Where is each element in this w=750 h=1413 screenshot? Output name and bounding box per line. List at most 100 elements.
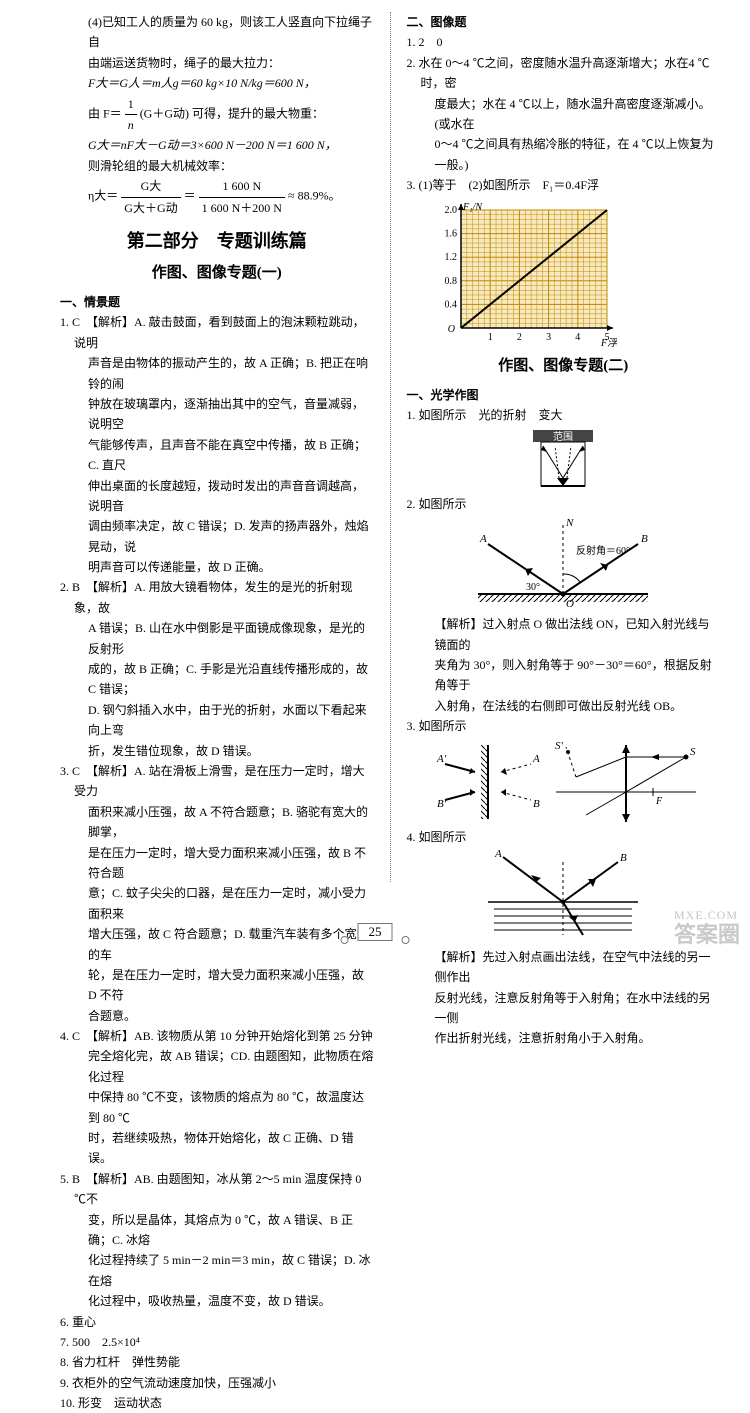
q2-line: 成的，故 B 正确；C. 手影是光沿直线传播形成的，故 C 错误； xyxy=(60,659,374,700)
force-chart: O123450.40.81.21.62.0F浮/NF₁/N xyxy=(427,200,617,350)
q3-line: 合题意。 xyxy=(60,1006,374,1026)
heading-image: 二、图像题 xyxy=(407,12,721,32)
o2: 2. 如图所示 xyxy=(407,494,721,514)
o4-expl: 【解析】先过入射点画出法线，在空气中法线的另一侧作出 xyxy=(407,947,721,988)
q9: 9. 衣柜外的空气流动速度加快，压强减小 xyxy=(60,1373,374,1393)
heading-scenario: 一、情景题 xyxy=(60,292,374,312)
q2-line: A 错误；B. 山在水中倒影是平面镜成像现象，是光的反射形 xyxy=(60,618,374,659)
o2-figure: N A B O 30° 反射角＝60° xyxy=(448,514,678,614)
r3: 3. (1)等于 (2)如图所示 F₁＝0.4F浮 xyxy=(407,175,721,195)
svg-text:O: O xyxy=(566,598,574,610)
svg-text:A: A xyxy=(532,753,540,765)
q10: 10. 形变 运动状态 xyxy=(60,1393,374,1413)
o3: 3. 如图所示 xyxy=(407,716,721,736)
pre-line: (4)已知工人的质量为 60 kg，则该工人竖直向下拉绳子自 xyxy=(60,12,374,53)
pre-line: G大＝nF大－G动＝3×600 N－200 N＝1 600 N， xyxy=(60,135,374,155)
q8: 8. 省力杠杆 弹性势能 xyxy=(60,1352,374,1372)
svg-text:B′: B′ xyxy=(437,798,447,810)
r2: 度最大；水在 4 ℃以上，随水温升高密度逐渐减小。(或水在 xyxy=(407,94,721,135)
pre-eta: η大＝ G大G大＋G动 ＝ 1 600 N1 600 N＋200 N ≈ 88.… xyxy=(60,176,374,218)
q1-line: 钟放在玻璃罩内，逐渐抽出其中的空气，音量减弱，说明空 xyxy=(60,394,374,435)
q3-line: 轮，是在压力一定时，增大受力面积来减小压强，故 D 不符 xyxy=(60,965,374,1006)
o4: 4. 如图所示 xyxy=(407,827,721,847)
q5-line: 变，所以是晶体，其熔点为 0 ℃，故 A 错误、B 正确；C. 冰熔 xyxy=(60,1210,374,1251)
svg-text:3: 3 xyxy=(546,332,551,343)
q1-line: 声音是由物体的振动产生的，故 A 正确；B. 把正在响铃的闹 xyxy=(60,353,374,394)
o3-mirror: A′ B′ A B xyxy=(425,737,545,827)
column-divider xyxy=(390,12,391,882)
svg-text:B: B xyxy=(533,798,540,810)
q6: 6. 重心 xyxy=(60,1312,374,1332)
pre-formula: 由 F＝ 1n (G＋G动) 可得，提升的最大物重： xyxy=(60,94,374,136)
o1-figure: 范围 xyxy=(513,426,613,494)
svg-text:A: A xyxy=(479,533,487,545)
heading-optics: 一、光学作图 xyxy=(407,385,721,405)
q2-lead: 2. B 【解析】A. 用放大镜看物体，发生的是光的折射现象，故 xyxy=(60,577,374,618)
q3-lead: 3. C 【解析】A. 站在滑板上滑雪，是在压力一定时，增大受力 xyxy=(60,761,374,802)
svg-text:B: B xyxy=(641,533,648,545)
svg-text:1.2: 1.2 xyxy=(444,252,457,263)
svg-text:F浮/N: F浮/N xyxy=(600,337,617,349)
r2: 2. 水在 0～4 ℃之间，密度随水温升高逐渐增大；水在4 ℃时，密 xyxy=(407,53,721,94)
svg-text:F₁/N: F₁/N xyxy=(462,202,483,213)
svg-text:N: N xyxy=(565,517,574,529)
q4-line: 时，若继续吸热，物体开始熔化，故 C 正确、D 错误。 xyxy=(60,1128,374,1169)
q1-line: 气能够传声，且声音不能在真空中传播，故 B 正确；C. 直尺 xyxy=(60,435,374,476)
svg-text:2.0: 2.0 xyxy=(444,205,457,216)
o2-expl: 【解析】过入射点 O 做出法线 ON，已知入射光线与镜面的 xyxy=(407,614,721,655)
svg-text:2: 2 xyxy=(516,332,521,343)
svg-text:O: O xyxy=(447,324,454,335)
q7: 7. 500 2.5×10⁴ xyxy=(60,1332,374,1352)
subsection-title-2: 作图、图像专题(二) xyxy=(407,354,721,380)
q5-lead: 5. B 【解析】AB. 由题图知，冰从第 2～5 min 温度保持 0 ℃不 xyxy=(60,1169,374,1210)
svg-text:1: 1 xyxy=(487,332,492,343)
svg-text:反射角＝60°: 反射角＝60° xyxy=(576,545,630,557)
o1: 1. 如图所示 光的折射 变大 xyxy=(407,405,721,425)
o2-expl: 夹角为 30°，则入射角等于 90°－30°＝60°，根据反射角等于 xyxy=(407,655,721,696)
q3-line: 是在压力一定时，增大受力面积来减小压强，故 B 不符合题 xyxy=(60,843,374,884)
pre-line: 则滑轮组的最大机械效率： xyxy=(60,156,374,176)
right-column: 二、图像题 1. 2 0 2. 水在 0～4 ℃之间，密度随水温升高逐渐增大；水… xyxy=(401,12,721,882)
svg-text:B: B xyxy=(620,852,627,864)
svg-text:A: A xyxy=(494,848,502,860)
o4-expl: 反射光线，注意反射角等于入射角；在水中法线的另一侧 xyxy=(407,988,721,1029)
pre-line: F大＝G人＝m人g＝60 kg×10 N/kg＝600 N， xyxy=(60,73,374,93)
r1: 1. 2 0 xyxy=(407,32,721,52)
q1-lead: 1. C 【解析】A. 敲击鼓面，看到鼓面上的泡沫颗粒跳动，说明 xyxy=(60,312,374,353)
section-title: 第二部分 专题训练篇 xyxy=(60,226,374,257)
q4-line: 完全熔化完，故 AB 错误；CD. 由题图知，此物质在熔化过程 xyxy=(60,1046,374,1087)
o4-expl: 作出折射光线，注意折射角小于入射角。 xyxy=(407,1028,721,1048)
q5-line: 化过程持续了 5 min－2 min＝3 min，故 C 错误；D. 冰在熔 xyxy=(60,1250,374,1291)
svg-text:0.4: 0.4 xyxy=(444,299,457,310)
q1-line: 伸出桌面的长度越短，拨动时发出的声音音调越高，说明音 xyxy=(60,476,374,517)
o3-figs: A′ B′ A B F xyxy=(407,737,721,827)
q3-line: 增大压强，故 C 符合题意；D. 载重汽车装有多个宽大的车 xyxy=(60,924,374,965)
svg-text:范围: 范围 xyxy=(553,430,573,443)
q1-line: 调由频率决定，故 C 错误；D. 发声的扬声器外，烛焰晃动，说 xyxy=(60,516,374,557)
svg-text:S′: S′ xyxy=(555,740,564,752)
svg-text:0.8: 0.8 xyxy=(444,275,457,286)
q2-line: 折，发生错位现象，故 D 错误。 xyxy=(60,741,374,761)
pre-line: 由端运送货物时，绳子的最大拉力： xyxy=(60,53,374,73)
subsection-title: 作图、图像专题(一) xyxy=(60,261,374,287)
svg-text:A′: A′ xyxy=(436,753,447,765)
q4-lead: 4. C 【解析】AB. 该物质从第 10 分钟开始熔化到第 25 分钟 xyxy=(60,1026,374,1046)
o3-lens: F S S′ xyxy=(551,737,701,827)
q4-line: 中保持 80 ℃不变，该物质的熔点为 80 ℃，故温度达到 80 ℃ xyxy=(60,1087,374,1128)
svg-text:F: F xyxy=(655,796,663,807)
svg-text:S: S xyxy=(690,746,696,758)
q3-line: 意；C. 蚊子尖尖的口器，是在压力一定时，减小受力面积来 xyxy=(60,883,374,924)
q1-line: 明声音可以传递能量，故 D 正确。 xyxy=(60,557,374,577)
q5-line: 化过程中，吸收热量，温度不变，故 D 错误。 xyxy=(60,1291,374,1311)
watermark-icon: 答案圈 xyxy=(674,917,740,949)
page-number: 25 xyxy=(358,923,393,941)
o4-figure: A B xyxy=(468,847,658,947)
svg-text:1.6: 1.6 xyxy=(444,228,457,239)
q3-line: 面积来减小压强，故 A 不符合题意；B. 骆驼有宽大的脚掌， xyxy=(60,802,374,843)
r2: 0～4 ℃之间具有热缩冷胀的特征，在 4 ℃以上恢复为一般。) xyxy=(407,134,721,175)
q2-line: D. 钢勺斜插入水中，由于光的折射，水面以下看起来向上弯 xyxy=(60,700,374,741)
o2-expl: 入射角，在法线的右侧即可做出反射光线 OB。 xyxy=(407,696,721,716)
left-column: (4)已知工人的质量为 60 kg，则该工人竖直向下拉绳子自 由端运送货物时，绳… xyxy=(60,12,380,882)
svg-text:30°: 30° xyxy=(526,582,540,593)
svg-text:4: 4 xyxy=(575,332,580,343)
